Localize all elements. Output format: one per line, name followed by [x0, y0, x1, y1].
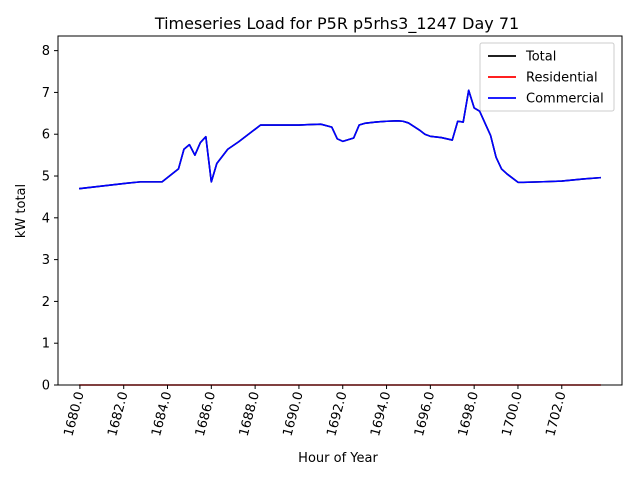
- y-tick-label: 2: [42, 295, 50, 310]
- y-tick-label: 0: [42, 379, 50, 394]
- legend-label-total: Total: [525, 50, 556, 65]
- y-tick-label: 3: [42, 253, 50, 268]
- legend-label-commercial: Commercial: [526, 92, 604, 107]
- y-tick-label: 6: [42, 128, 50, 143]
- legend-label-residential: Residential: [526, 71, 598, 86]
- plot-area-frame: [57, 35, 623, 386]
- series-line-commercial: [79, 89, 601, 190]
- y-tick-label: 4: [42, 211, 50, 226]
- y-tick-label: 7: [42, 86, 50, 101]
- y-axis-label: kW total: [14, 184, 29, 238]
- chart-title: Timeseries Load for P5R p5rhs3_1247 Day …: [154, 14, 519, 34]
- x-axis-label: Hour of Year: [298, 451, 378, 466]
- legend: Total Residential Commercial: [479, 42, 615, 112]
- y-tick-label: 5: [42, 170, 50, 185]
- y-tick-label: 1: [42, 337, 50, 352]
- y-tick-label: 8: [42, 44, 50, 59]
- legend-box: [479, 42, 615, 112]
